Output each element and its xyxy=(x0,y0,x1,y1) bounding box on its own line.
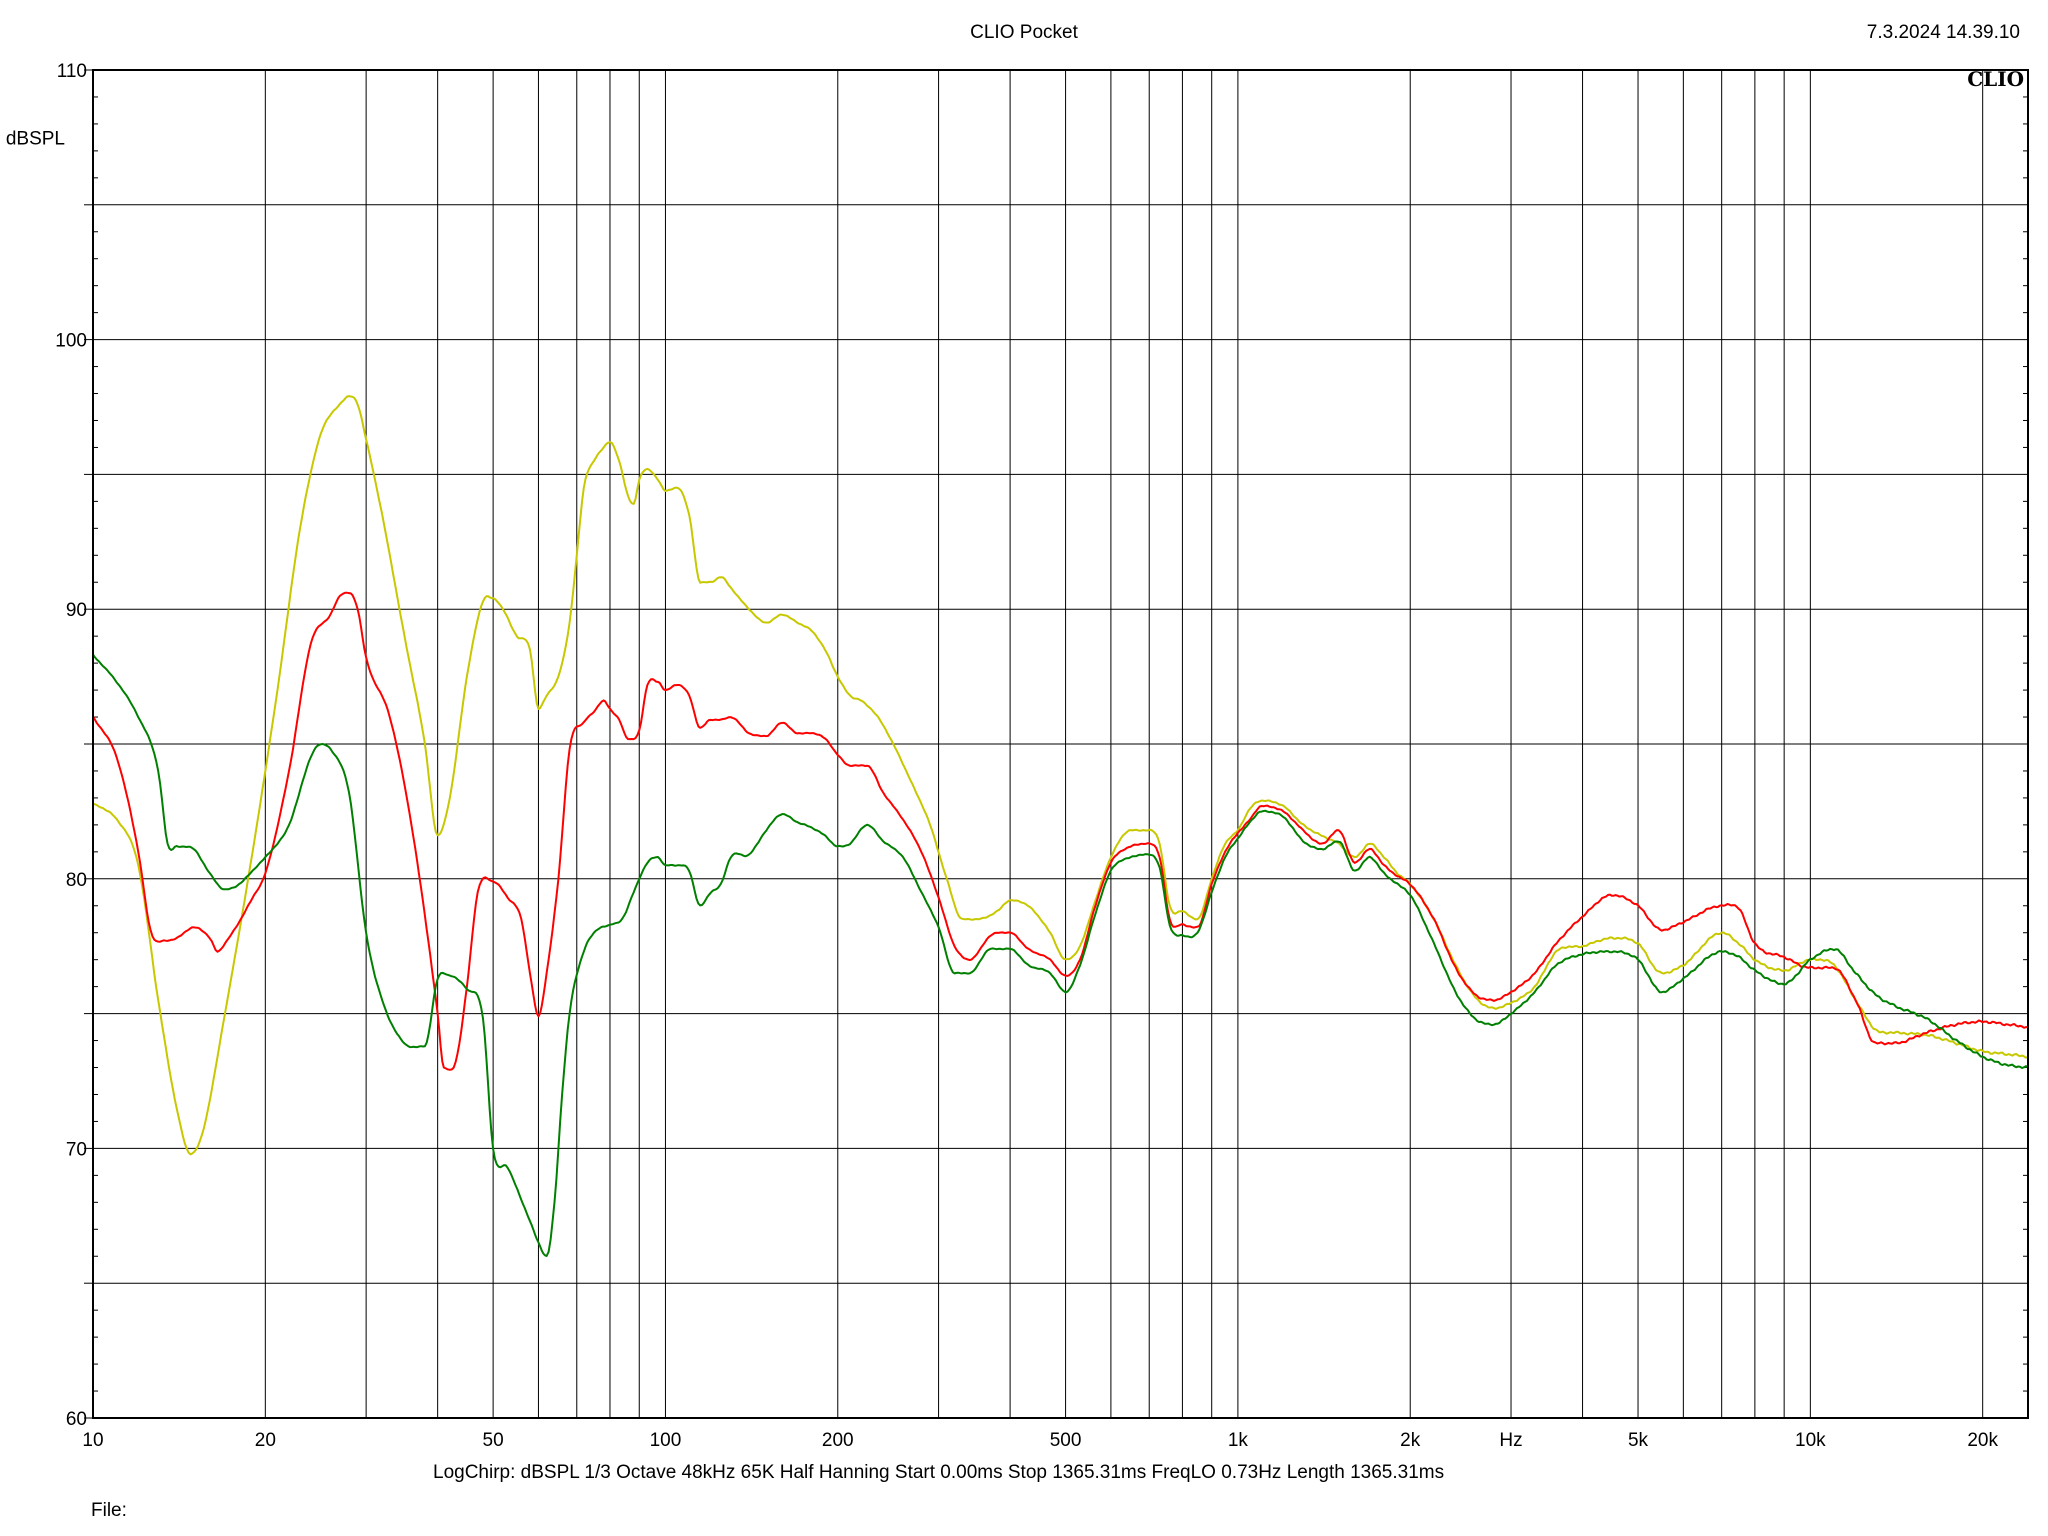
series-line-3 xyxy=(92,654,2029,1257)
file-label: File: xyxy=(91,1500,127,1521)
series-line-2 xyxy=(92,591,2028,1071)
x-tick-label: 1k xyxy=(1228,1430,1249,1451)
x-tick-label: 200 xyxy=(822,1430,854,1451)
y-tick-label: 110 xyxy=(57,61,87,82)
timestamp: 7.3.2024 14.39.10 xyxy=(1866,22,2020,43)
measurement-settings: LogChirp: dBSPL 1/3 Octave 48kHz 65K Hal… xyxy=(433,1462,1445,1483)
x-tick-label: 500 xyxy=(1050,1430,1082,1451)
x-tick-label: 2k xyxy=(1400,1430,1421,1451)
tick-labels: 60 70 80 90 100 110 10 20 50 100 200 500 1k 2k 5k 10k 20… xyxy=(55,61,1998,1451)
x-tick-label: 50 xyxy=(483,1430,504,1451)
series-line-1 xyxy=(92,395,2029,1156)
series-layer xyxy=(92,395,2029,1257)
x-tick-label: 10k xyxy=(1795,1430,1826,1451)
y-tick-label: 70 xyxy=(66,1139,87,1160)
x-axis-label: Hz xyxy=(1499,1430,1522,1451)
y-tick-label: 100 xyxy=(55,331,87,352)
y-tick-label: 80 xyxy=(66,870,87,891)
major-gridlines xyxy=(84,69,2028,1419)
x-tick-label: 20 xyxy=(255,1430,276,1451)
clio-logo: CLIO xyxy=(1967,67,2024,91)
y-tick-label: 60 xyxy=(66,1409,87,1430)
y-axis-label: dBSPL xyxy=(6,128,65,149)
x-tick-label: 5k xyxy=(1628,1430,1649,1451)
chart-title: CLIO Pocket xyxy=(970,22,1078,43)
x-tick-label: 20k xyxy=(1967,1430,1998,1451)
plot-frame xyxy=(92,69,2029,1419)
x-tick-label: 100 xyxy=(650,1430,682,1451)
x-tick-label: 10 xyxy=(82,1430,103,1451)
y-tick-label: 90 xyxy=(66,600,87,621)
